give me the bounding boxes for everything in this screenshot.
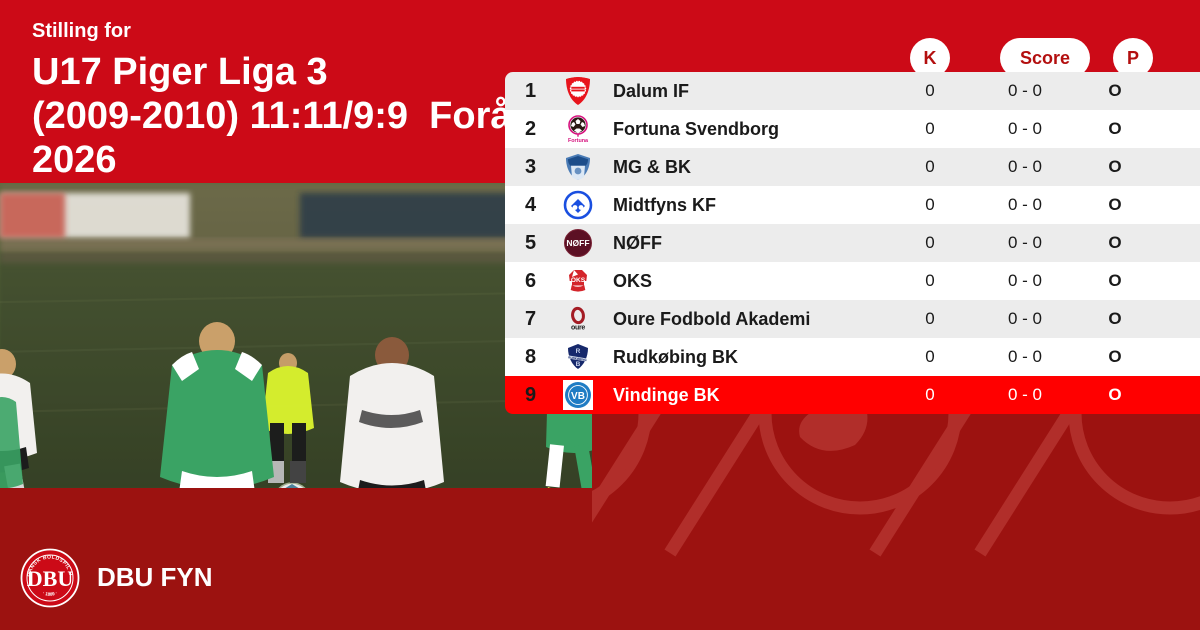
svg-text:DBU FYN: DBU FYN bbox=[97, 562, 213, 592]
svg-text:OKS: OKS bbox=[571, 277, 586, 284]
svg-text:oure: oure bbox=[571, 325, 585, 332]
svg-text:VB: VB bbox=[571, 391, 585, 402]
svg-text:B: B bbox=[576, 361, 581, 368]
svg-text:NØFF: NØFF bbox=[566, 238, 589, 248]
svg-text:R: R bbox=[576, 348, 581, 355]
svg-text:Fortuna: Fortuna bbox=[568, 138, 589, 144]
